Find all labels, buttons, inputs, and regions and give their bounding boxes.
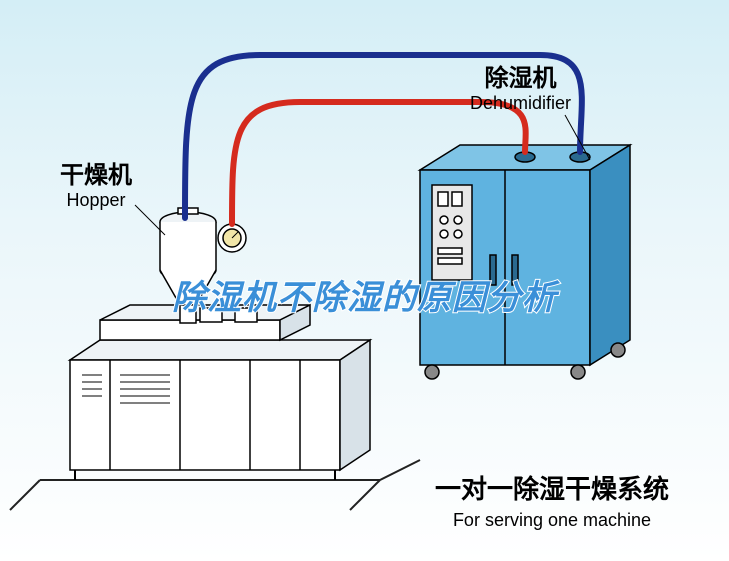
label-dehumidifier: 除湿机 Dehumidifier xyxy=(470,58,571,114)
label-hopper-en: Hopper xyxy=(60,190,132,211)
overlay-title: 除湿机不除湿的原因分析 xyxy=(172,270,557,319)
label-hopper: 干燥机 Hopper xyxy=(60,155,132,211)
caption-en: For serving one machine xyxy=(435,510,669,531)
extruder-machine xyxy=(70,305,370,480)
caption-cn: 一对一除湿干燥系统 xyxy=(435,469,669,506)
label-hopper-cn: 干燥机 xyxy=(60,155,132,190)
label-dehumidifier-cn: 除湿机 xyxy=(470,58,571,93)
system-caption: 一对一除湿干燥系统 For serving one machine xyxy=(435,469,669,531)
label-dehumidifier-en: Dehumidifier xyxy=(470,93,571,114)
dehumidifier-unit xyxy=(420,145,630,379)
